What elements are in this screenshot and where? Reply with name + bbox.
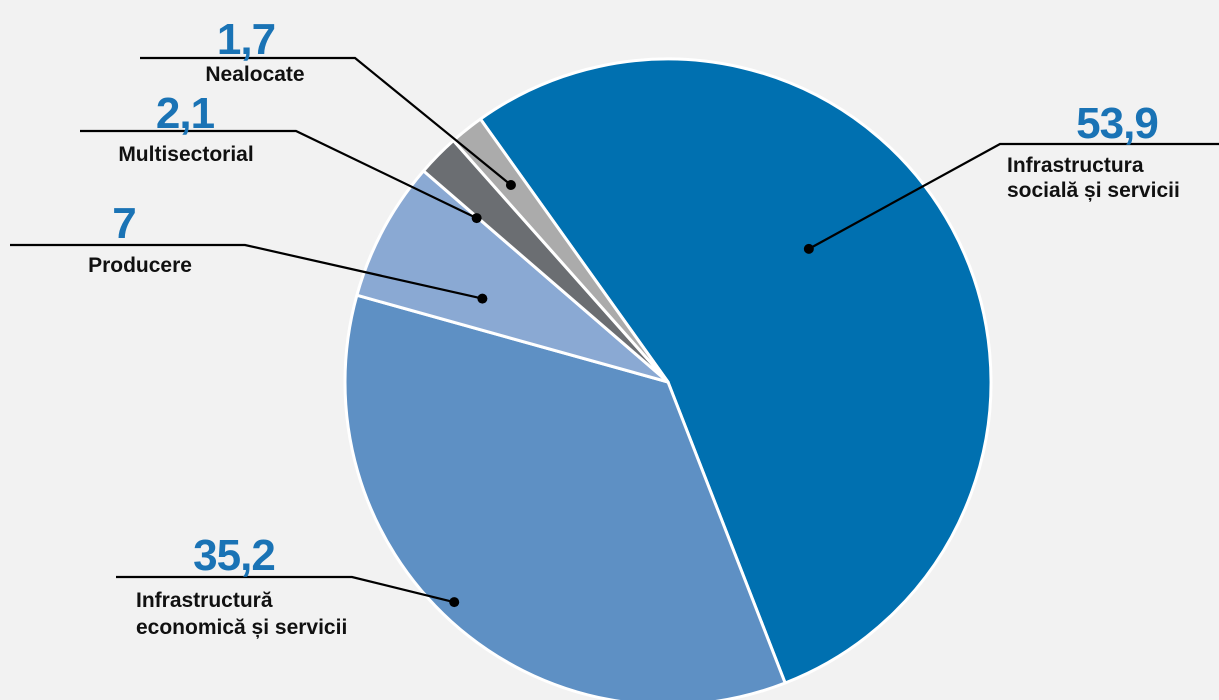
value-label-multisectorial: 2,1 xyxy=(156,89,215,138)
leader-dot-nealocate xyxy=(505,180,516,191)
pie-slices xyxy=(343,57,993,700)
pie-slice-infrastructura-sociala-si-servicii xyxy=(478,57,993,685)
value-label-infrastructura-economica: 35,2 xyxy=(193,531,275,580)
slice-label-multisectorial: Multisectorial xyxy=(118,143,253,166)
slice-label-infrastructura-economica-line2: economică și servicii xyxy=(136,616,347,639)
slice-label-infrastructura-sociala-line2: socială și servicii xyxy=(1007,179,1180,202)
leader-dot-infrastructura-economica-si-servicii xyxy=(449,597,460,608)
leader-lines xyxy=(10,56,1219,608)
value-label-nealocate: 1,7 xyxy=(217,15,275,64)
slice-label-producere: Producere xyxy=(88,254,192,277)
value-label-producere: 7 xyxy=(112,199,135,248)
slice-label-infrastructura-economica-line1: Infrastructură xyxy=(136,589,273,612)
leader-line-producere xyxy=(10,243,483,300)
pie-slice-producere xyxy=(355,169,670,384)
value-label-infrastructura-sociala: 53,9 xyxy=(1076,99,1158,148)
leader-dot-multisectorial xyxy=(471,213,482,224)
slice-label-nealocate: Nealocate xyxy=(205,63,304,86)
slice-labels: 53,9 Infrastructura socială și servicii … xyxy=(88,15,1180,639)
leader-line-infrastructura-sociala-si-servicii xyxy=(808,142,1219,250)
leader-line-multisectorial xyxy=(80,129,478,220)
leader-dot-producere xyxy=(477,293,488,304)
leader-line-nealocate xyxy=(140,56,512,186)
leader-line-infrastructura-economica-si-servicii xyxy=(116,575,455,604)
slice-label-infrastructura-sociala-line1: Infrastructura xyxy=(1007,154,1144,177)
leader-dot-infrastructura-sociala-si-servicii xyxy=(803,243,814,254)
